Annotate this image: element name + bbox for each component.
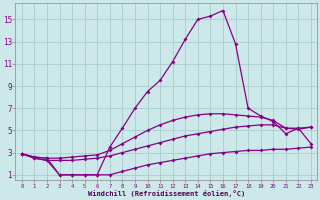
X-axis label: Windchill (Refroidissement éolien,°C): Windchill (Refroidissement éolien,°C) — [88, 190, 245, 197]
